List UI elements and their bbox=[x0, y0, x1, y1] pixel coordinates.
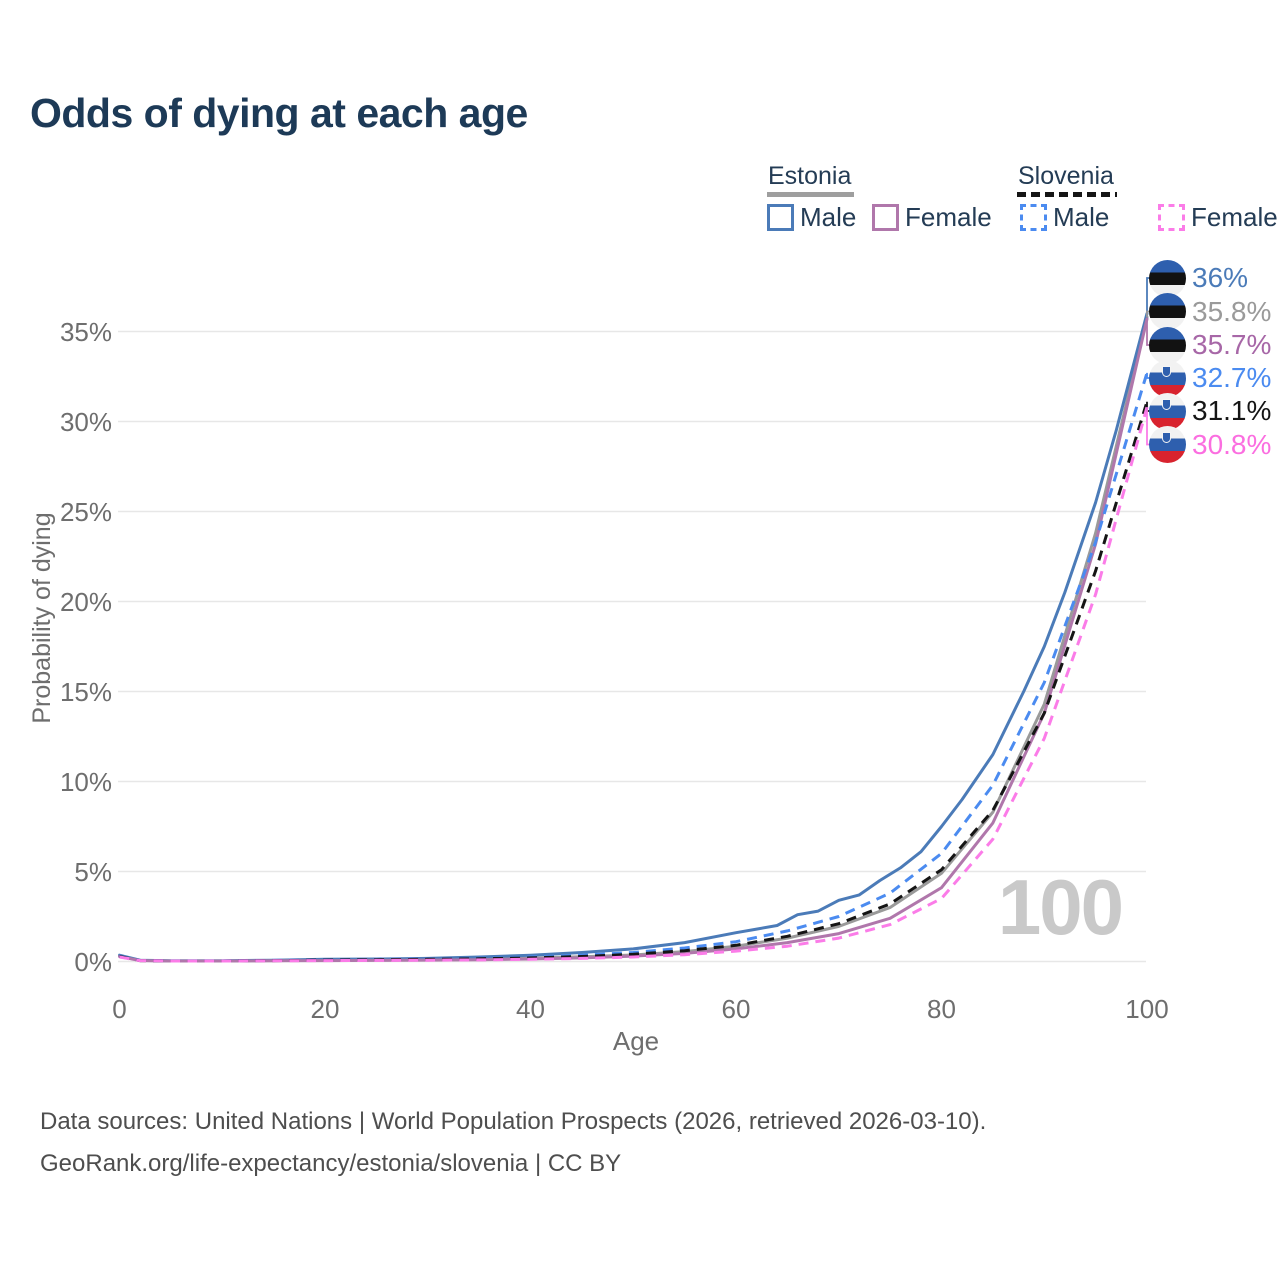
age-watermark: 100 bbox=[997, 863, 1124, 951]
legend-item-estonia-male[interactable]: Male bbox=[767, 202, 856, 233]
footer-sources: Data sources: United Nations | World Pop… bbox=[40, 1108, 987, 1135]
estonia-female-swatch-icon bbox=[872, 204, 899, 231]
y-tick-label-10: 10% bbox=[59, 766, 112, 797]
y-tick-label-35: 35% bbox=[59, 316, 112, 347]
series-line-slovenia-male bbox=[119, 372, 1149, 963]
y-tick-label-0: 0% bbox=[74, 946, 112, 977]
legend-item-slovenia-male[interactable]: Male bbox=[1020, 202, 1109, 233]
end-label-slovenia-total: 31.1% bbox=[1149, 392, 1272, 430]
x-axis-title: Age bbox=[612, 1026, 660, 1056]
end-label-value: 31.1% bbox=[1192, 395, 1272, 426]
page-title: Odds of dying at each age bbox=[30, 90, 528, 136]
estonia-flag-icon bbox=[1149, 259, 1186, 297]
x-tick-label-40: 40 bbox=[516, 994, 545, 1024]
end-label-estonia-male: 36% bbox=[1149, 259, 1249, 297]
end-label-value: 35.7% bbox=[1192, 329, 1272, 360]
y-tick-label-25: 25% bbox=[59, 496, 112, 527]
end-label-estonia-female: 35.7% bbox=[1149, 326, 1272, 364]
series-line-slovenia-female bbox=[119, 406, 1149, 963]
end-label-estonia-total: 35.8% bbox=[1149, 293, 1271, 330]
x-tick-label-20: 20 bbox=[310, 994, 340, 1024]
x-tick-label-100: 100 bbox=[1125, 994, 1169, 1024]
x-tick-label-0: 0 bbox=[112, 994, 127, 1024]
series-line-estonia-female bbox=[118, 317, 1149, 963]
estonia-flag-icon bbox=[1149, 326, 1186, 364]
legend-group-estonia: Estonia bbox=[768, 162, 852, 190]
legend-label: Male bbox=[1053, 202, 1110, 232]
slovenia-flag-icon bbox=[1149, 426, 1186, 463]
end-label-slovenia-male: 32.7% bbox=[1149, 359, 1272, 397]
series-line-estonia-total bbox=[118, 315, 1149, 963]
footer-attribution: GeoRank.org/life-expectancy/estonia/slov… bbox=[40, 1150, 622, 1177]
legend-label: Male bbox=[800, 202, 857, 232]
end-label-value: 35.8% bbox=[1192, 295, 1272, 327]
legend-label: Female bbox=[1191, 202, 1278, 232]
legend-underline-slovenia-dashed bbox=[1017, 192, 1117, 197]
legend-group-slovenia: Slovenia bbox=[1018, 162, 1114, 190]
legend-item-estonia-female[interactable]: Female bbox=[872, 202, 992, 233]
slovenia-coat-of-arms-icon bbox=[1162, 432, 1171, 443]
end-label-value: 36% bbox=[1192, 262, 1249, 293]
series-line-estonia-male bbox=[118, 312, 1149, 963]
x-tick-label-60: 60 bbox=[721, 994, 751, 1024]
slovenia-flag-icon bbox=[1149, 392, 1186, 430]
y-tick-label-5: 5% bbox=[74, 856, 112, 887]
y-tick-label-20: 20% bbox=[59, 586, 112, 617]
x-tick-label-80: 80 bbox=[927, 994, 956, 1024]
slovenia-flag-icon bbox=[1149, 359, 1186, 397]
end-label-value: 32.7% bbox=[1192, 362, 1272, 393]
legend-label: Female bbox=[905, 202, 992, 232]
y-tick-label-30: 30% bbox=[59, 406, 112, 437]
series-line-slovenia-total bbox=[119, 401, 1149, 963]
slovenia-coat-of-arms-icon bbox=[1162, 365, 1171, 377]
slovenia-coat-of-arms-icon bbox=[1162, 398, 1171, 410]
slovenia-male-swatch-icon bbox=[1020, 204, 1047, 231]
y-tick-label-15: 15% bbox=[59, 676, 112, 707]
end-label-value: 30.8% bbox=[1192, 428, 1272, 460]
slovenia-female-swatch-icon bbox=[1158, 204, 1185, 231]
end-label-slovenia-female: 30.8% bbox=[1149, 426, 1271, 463]
legend-item-slovenia-female[interactable]: Female bbox=[1158, 202, 1278, 233]
estonia-flag-icon bbox=[1149, 293, 1186, 330]
estonia-male-swatch-icon bbox=[767, 204, 794, 231]
legend-underline-estonia-solid bbox=[767, 192, 854, 197]
